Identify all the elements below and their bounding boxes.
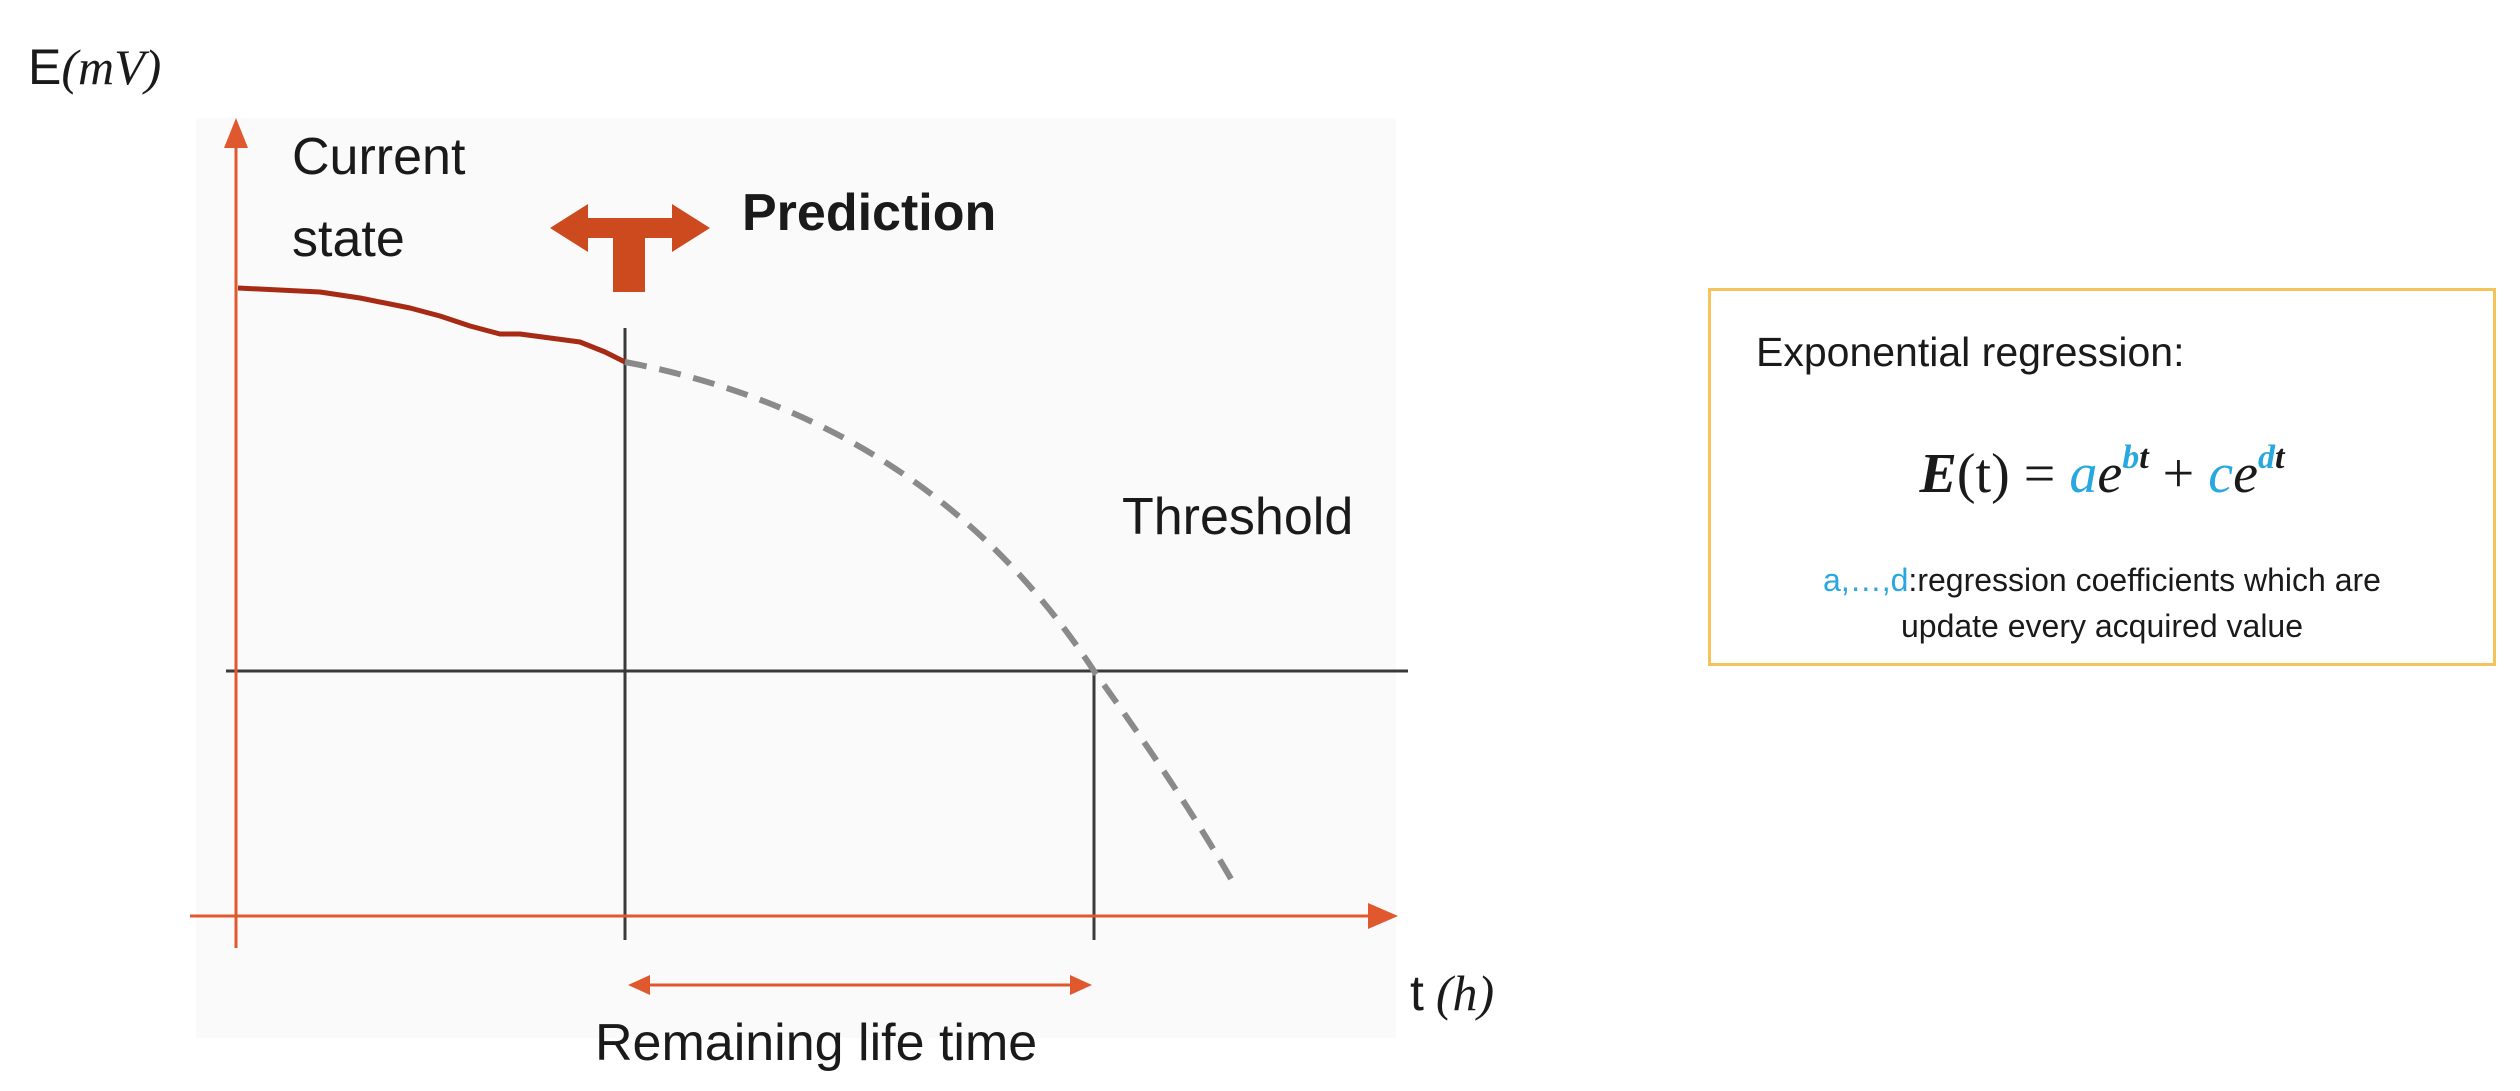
remaining-life-arrow xyxy=(628,975,1092,995)
predicted-degradation-curve xyxy=(624,359,1237,886)
y-axis-arrowhead xyxy=(224,118,248,148)
prediction-marker xyxy=(550,204,710,292)
coefficient-list: a,…,d xyxy=(1823,562,1909,598)
y-axis-label: E(mV) xyxy=(28,39,161,95)
regression-formula: E(t) = aebt + cedt xyxy=(1919,439,2285,505)
regression-formula-box: Exponential regression: E(t) = aebt + ce… xyxy=(1708,288,2496,666)
plot-background xyxy=(196,118,1396,1038)
x-axis-arrowhead xyxy=(1368,903,1398,929)
note-line-1: :regression coefficients which are xyxy=(1908,562,2381,598)
regression-coefficients-note: a,…,d:regression coefficients which are … xyxy=(1711,557,2493,649)
x-axis-label: t (h) xyxy=(1410,965,1494,1021)
note-line-2: update every acquired value xyxy=(1900,608,2304,644)
prediction-stem xyxy=(613,236,645,292)
current-state-label: Current state xyxy=(292,128,480,268)
prediction-label: Prediction xyxy=(742,184,996,242)
prediction-double-arrow xyxy=(550,204,710,252)
remaining-life-label: Remaining life time xyxy=(595,1014,1037,1072)
regression-title: Exponential regression: xyxy=(1756,329,2185,375)
threshold-label: Threshold xyxy=(1122,488,1353,546)
measured-degradation-curve xyxy=(237,285,627,365)
